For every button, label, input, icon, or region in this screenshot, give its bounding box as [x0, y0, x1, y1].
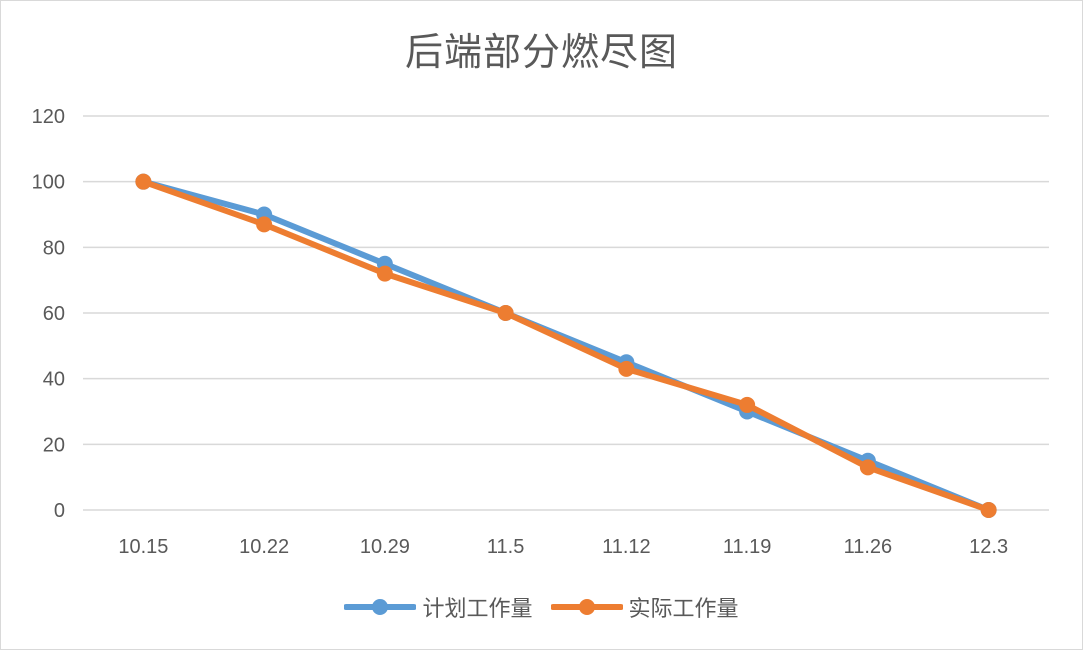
- data-point: [618, 360, 635, 377]
- legend-label: 计划工作量: [422, 597, 533, 622]
- legend-label: 实际工作量: [628, 597, 739, 622]
- series-2: [135, 173, 997, 518]
- legend-item: 实际工作量: [550, 591, 739, 623]
- x-tick-label: 11.26: [844, 536, 893, 558]
- x-tick-label: 10.29: [360, 536, 410, 558]
- data-point: [859, 459, 876, 476]
- x-tick-label: 11.19: [723, 536, 772, 558]
- data-point: [376, 265, 393, 282]
- legend-swatch: [344, 599, 417, 615]
- x-axis: 10.15 10.22 10.29 11.5 11.12 11.19 11.26 12.3: [118, 536, 1008, 558]
- x-tick-label: 12.3: [969, 536, 1008, 558]
- legend: 计划工作量 实际工作量: [1, 589, 1082, 625]
- legend-item: 计划工作量: [344, 591, 533, 623]
- data-point: [497, 305, 514, 321]
- y-tick-label: 60: [43, 303, 65, 325]
- data-point: [980, 502, 997, 518]
- data-point: [135, 173, 152, 190]
- data-point: [739, 396, 756, 413]
- y-tick-label: 40: [43, 369, 65, 391]
- y-tick-label: 20: [43, 434, 65, 456]
- data-point: [256, 216, 273, 233]
- chart-title: 后端部分燃尽图: [404, 30, 678, 74]
- x-tick-label: 10.22: [239, 536, 289, 558]
- x-tick-label: 10.15: [118, 536, 168, 558]
- series-line: [140, 178, 992, 513]
- legend-swatch: [550, 599, 623, 615]
- y-axis: 0 20 40 60 80 100 120: [32, 106, 65, 522]
- y-tick-label: 100: [32, 172, 65, 194]
- x-tick-label: 11.5: [487, 536, 524, 558]
- y-tick-label: 0: [54, 500, 65, 522]
- y-tick-label: 80: [43, 237, 65, 259]
- x-tick-label: 11.12: [602, 536, 651, 558]
- y-tick-label: 120: [32, 106, 65, 128]
- gridlines: [83, 115, 1049, 511]
